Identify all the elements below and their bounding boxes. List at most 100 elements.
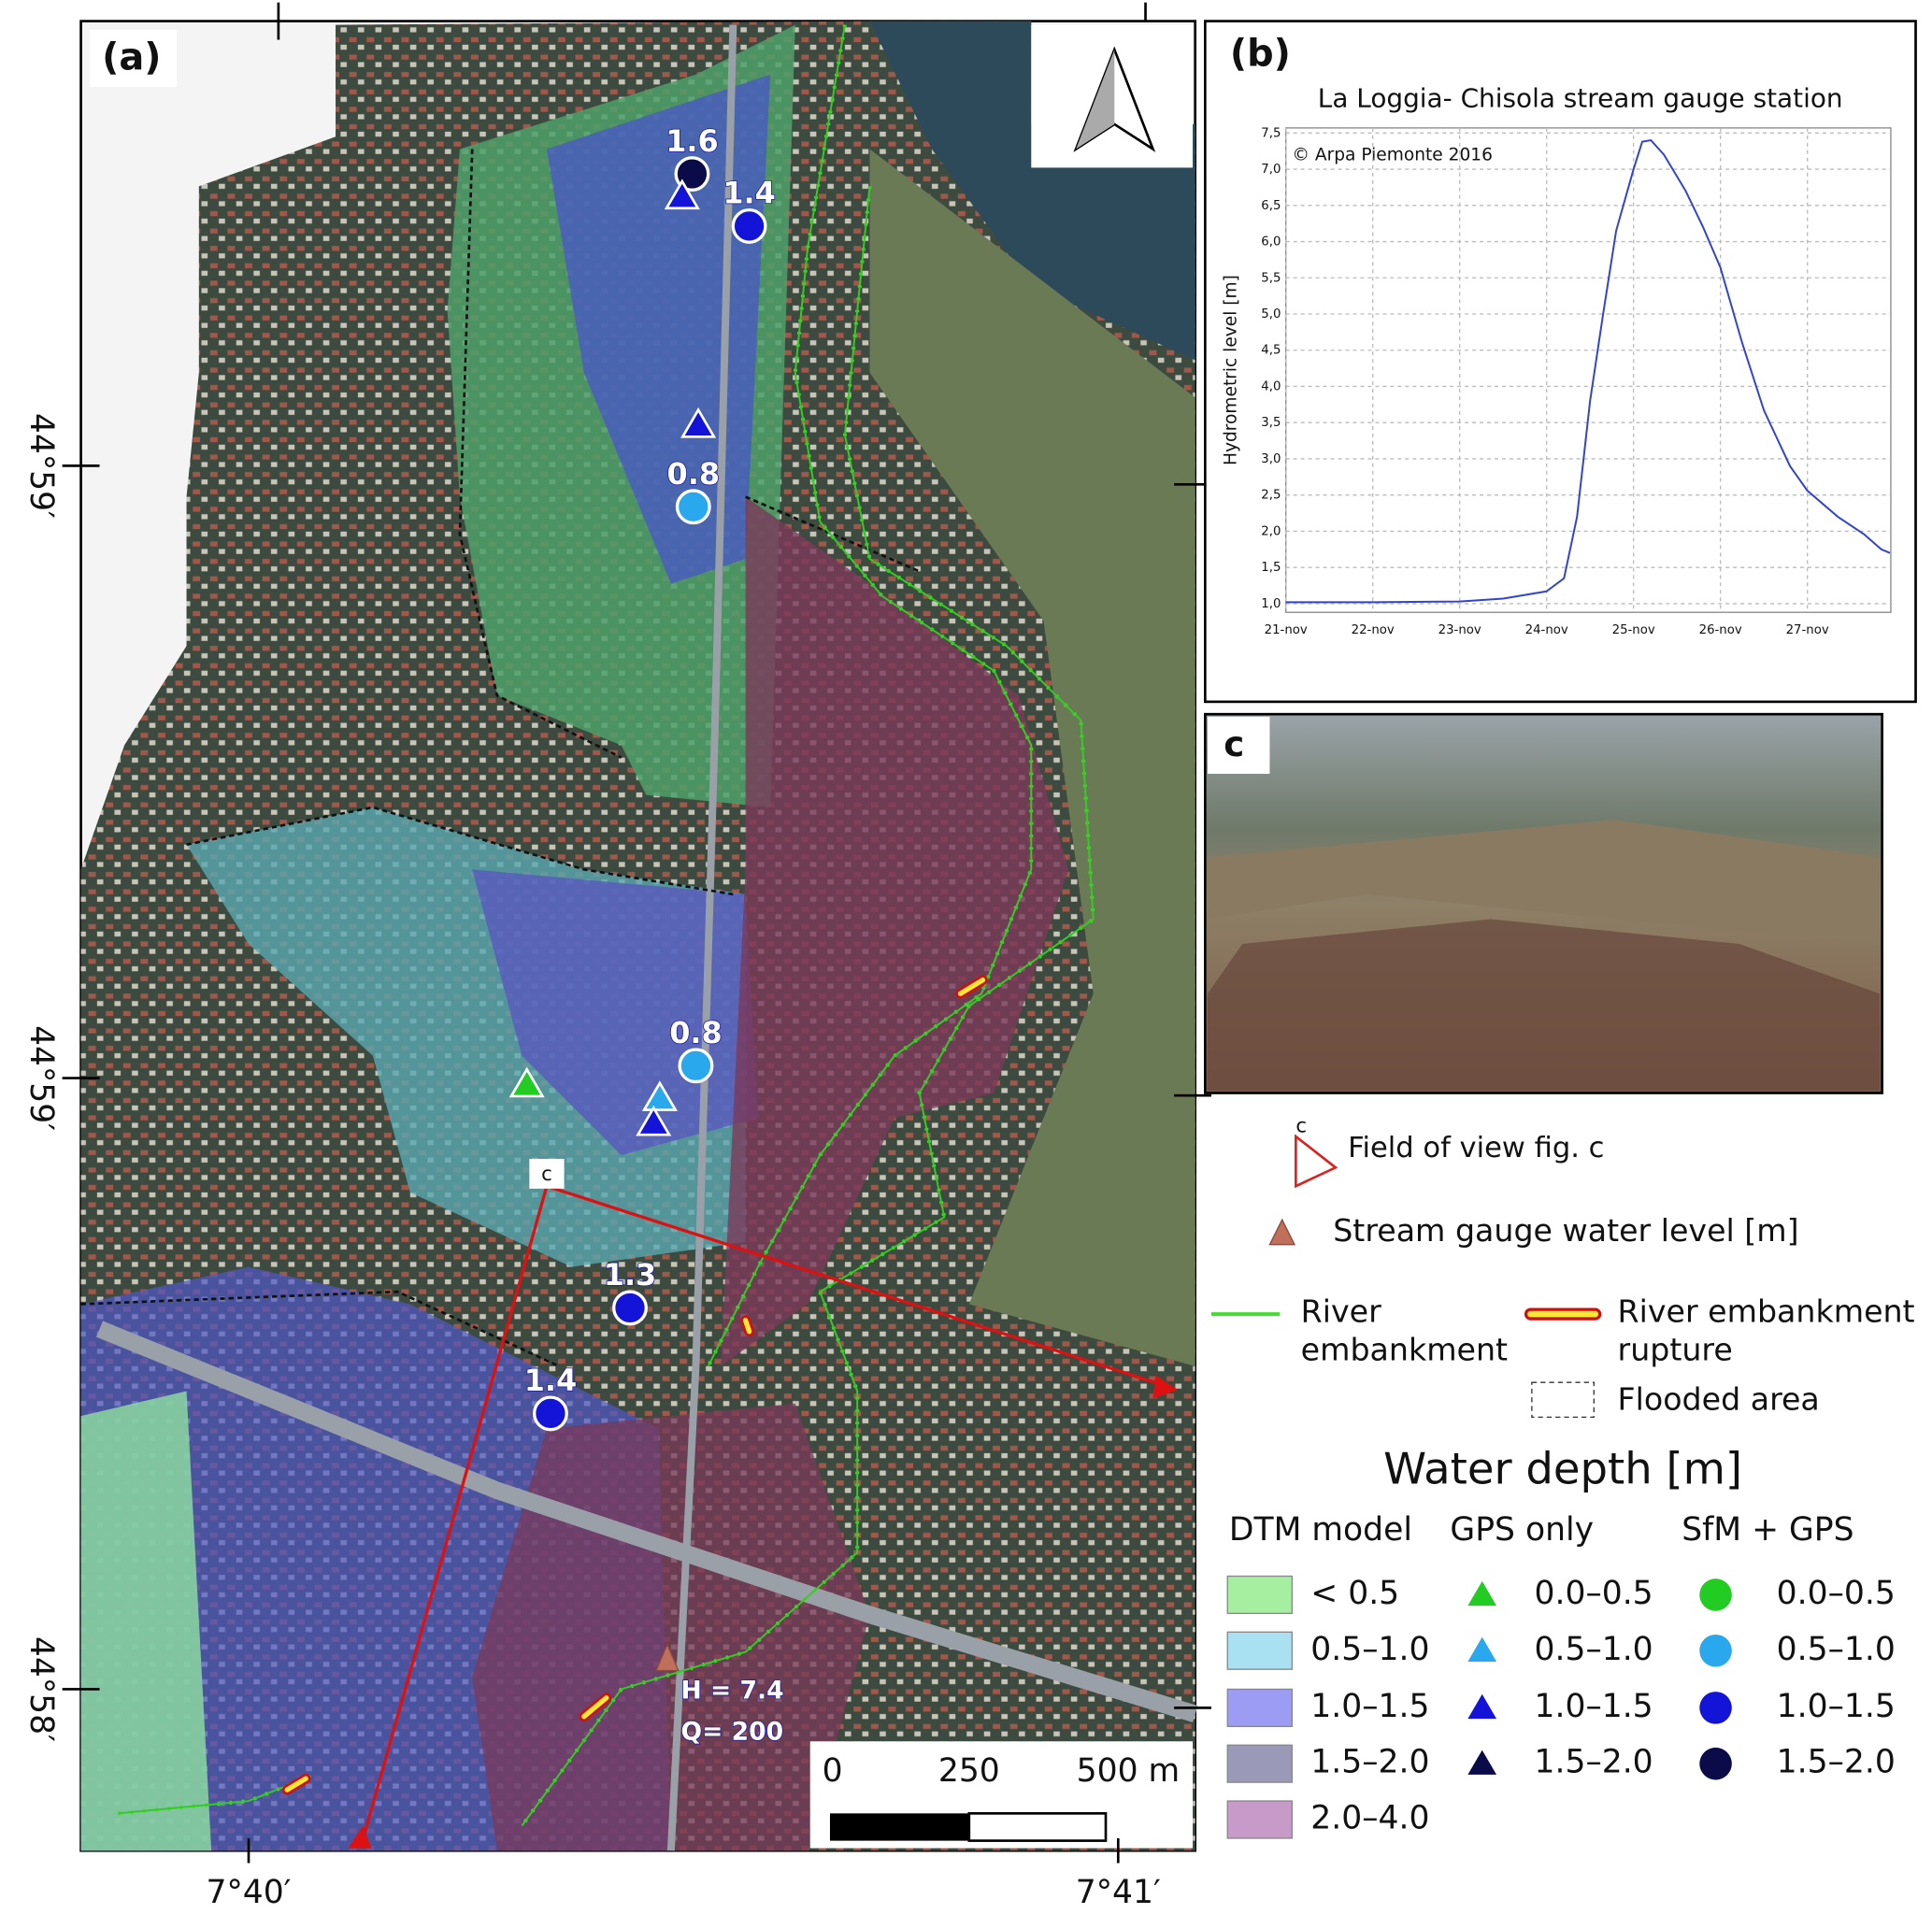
- flood-zone: [721, 496, 1069, 1366]
- legend-swatch: [1226, 1744, 1294, 1783]
- legend-label: 0.5–1.0: [1310, 1631, 1429, 1668]
- y-tick-label: 4,5: [1261, 344, 1281, 358]
- legend-column: GPS only: [1450, 1511, 1594, 1549]
- legend-swatch: [1226, 1800, 1294, 1839]
- legend-swatch: [1226, 1575, 1294, 1615]
- legend-column: SfM + GPS: [1682, 1511, 1853, 1549]
- legend-swatch: [1226, 1688, 1294, 1727]
- legend-label: 0.0–0.5: [1777, 1575, 1896, 1612]
- legend-label: 1.0–1.5: [1310, 1688, 1429, 1725]
- legend-label: 1.0–1.5: [1777, 1688, 1896, 1725]
- legend-label: 2.0–4.0: [1310, 1799, 1429, 1836]
- scale-bar: [829, 1813, 969, 1841]
- legend-label: 0.0–0.5: [1535, 1575, 1653, 1612]
- legend-label: 1.0–1.5: [1535, 1688, 1653, 1725]
- legend-symbol: [1467, 1693, 1497, 1720]
- flood-water: [1207, 820, 1880, 945]
- panel-label: (b): [1230, 32, 1291, 75]
- legend-gauge-symbol: [1268, 1218, 1296, 1246]
- fields: [869, 149, 1195, 1366]
- legend-label: Flooded area: [1618, 1381, 1820, 1418]
- legend-label: rupture: [1618, 1331, 1733, 1367]
- x-tick-label: 22-nov: [1352, 623, 1395, 637]
- longitude-label: 7°41′: [1076, 1874, 1161, 1911]
- legend: c Field of view fig. c Stream gauge wate…: [1210, 1114, 1915, 1839]
- x-tick-label: 27-nov: [1786, 623, 1829, 637]
- chart-frame: [1204, 20, 1917, 704]
- scale-bar: [967, 1812, 1108, 1842]
- legend-flooded-symbol: [1531, 1381, 1595, 1419]
- y-tick-label: 2,0: [1261, 524, 1281, 538]
- legend-symbol: [1467, 1750, 1497, 1775]
- view-label-box: [529, 1158, 565, 1189]
- legend-symbol: [1467, 1580, 1497, 1607]
- legend-swatch: [1226, 1631, 1294, 1670]
- field-of-view: [359, 1184, 1175, 1850]
- depth-marker: [636, 1105, 672, 1136]
- latitude-label: 44°59′: [22, 413, 60, 519]
- houses: [1207, 919, 1880, 1091]
- flood-zone: [546, 74, 771, 584]
- legend-title: Water depth [m]: [1383, 1443, 1742, 1493]
- depth-marker: [664, 179, 700, 210]
- y-tick-label: 1,0: [1261, 597, 1281, 611]
- y-tick-label: 6,0: [1261, 236, 1281, 250]
- chart-panel: (b) La Loggia- Chisola stream gauge stat…: [1204, 20, 1917, 704]
- river: [869, 21, 1195, 361]
- depth-marker: [641, 1080, 678, 1111]
- arrow-head: [1152, 1375, 1179, 1399]
- longitude-label: 7°40′: [206, 1874, 291, 1911]
- legend-label: Field of view fig. c: [1348, 1132, 1604, 1164]
- x-tick-label: 24-nov: [1525, 623, 1568, 637]
- depth-marker: [678, 1048, 714, 1084]
- stream-gauge: [654, 1642, 680, 1672]
- depth-label: 1.3: [604, 1257, 656, 1293]
- depth-marker: [674, 156, 710, 192]
- depth-label: 1.4: [524, 1363, 577, 1398]
- legend-label: < 0.5: [1310, 1575, 1399, 1612]
- legend-label: 1.5–2.0: [1535, 1744, 1653, 1781]
- legend-label: embankment: [1301, 1331, 1508, 1367]
- y-axis-label: Hydrometric level [m]: [1222, 275, 1241, 465]
- gauge-level: H = 7.4: [680, 1677, 783, 1706]
- legend-label: River: [1301, 1293, 1381, 1329]
- view-label: c: [541, 1163, 552, 1186]
- hydrograph-line: [1285, 138, 1891, 604]
- depth-label: 1.4: [723, 176, 775, 211]
- depth-marker: [731, 207, 767, 244]
- flood-zone: [472, 869, 758, 1155]
- panel-label: c: [1224, 723, 1244, 764]
- y-tick-label: 4,0: [1261, 379, 1281, 393]
- scale-label: 500 m: [1077, 1752, 1181, 1790]
- depth-label: 0.8: [667, 456, 720, 492]
- legend-label: 1.5–2.0: [1777, 1744, 1896, 1781]
- legend-label: Stream gauge water level [m]: [1333, 1212, 1798, 1249]
- panel-label-box: [1207, 716, 1270, 774]
- y-tick-label: 6,5: [1261, 199, 1281, 213]
- legend-label: 0.5–1.0: [1777, 1631, 1896, 1668]
- scale-label: 0: [823, 1752, 843, 1790]
- x-tick-label: 25-nov: [1612, 623, 1655, 637]
- north-arrow-shade: [1076, 50, 1115, 150]
- scale-label: 250: [938, 1752, 1000, 1790]
- photo-panel: c: [1204, 712, 1883, 1094]
- depth-markers: 1.61.40.80.81.31.4: [508, 122, 777, 1432]
- y-tick-label: 7,0: [1261, 163, 1281, 177]
- legend-symbol: [1467, 1636, 1497, 1662]
- legend-label: River embankment: [1618, 1293, 1915, 1329]
- flooded-area-boundary: [80, 149, 921, 1368]
- depth-marker: [533, 1395, 568, 1432]
- depth-marker: [680, 407, 717, 438]
- x-tick-label: 21-nov: [1265, 623, 1308, 637]
- y-tick-label: 3,0: [1261, 452, 1281, 466]
- legend-symbol: [1699, 1634, 1732, 1667]
- y-tick-label: 5,0: [1261, 307, 1281, 321]
- gauge-discharge: Q= 200: [680, 1717, 783, 1746]
- chart-subtitle: © Arpa Piemonte 2016: [1292, 146, 1493, 165]
- x-tick-label: 26-nov: [1699, 623, 1742, 637]
- latitude-label: 44°59′: [22, 1025, 60, 1131]
- depth-label: 0.8: [669, 1015, 722, 1050]
- y-tick-label: 3,5: [1261, 416, 1281, 430]
